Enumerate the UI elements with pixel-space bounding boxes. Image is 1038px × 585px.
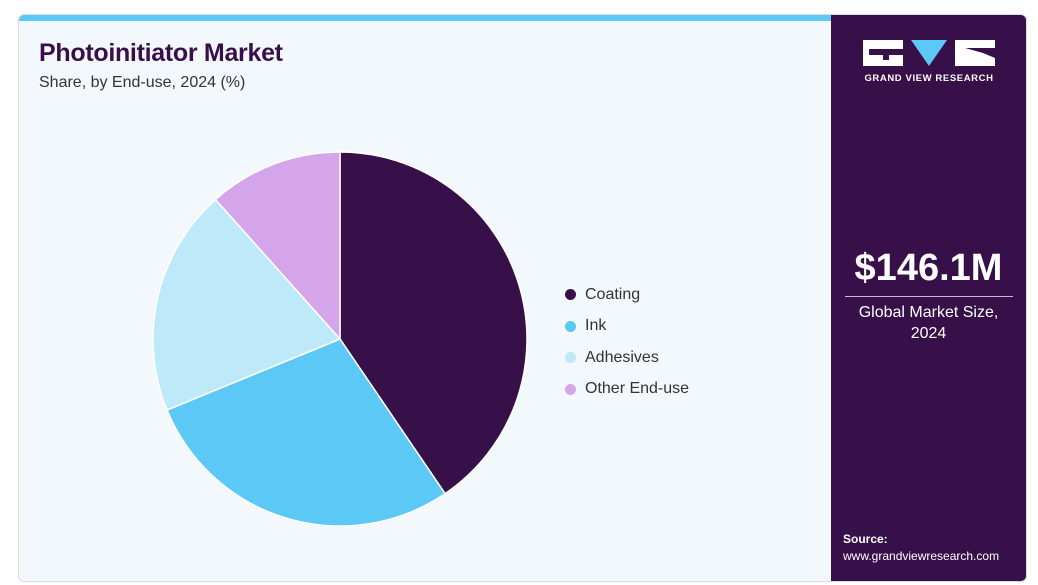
pie-slice-ink — [166, 338, 447, 527]
summary-sidebar: GRAND VIEW RESEARCH $146.1M Global Marke… — [831, 15, 1026, 581]
divider — [845, 296, 1013, 297]
pie-chart — [152, 151, 528, 527]
chart-title: Photoinitiator Market — [39, 39, 283, 67]
legend-label: Other End-use — [585, 380, 690, 398]
chart-legend: Coating Ink Adhesives Other End-use — [565, 279, 689, 405]
accent-bar — [19, 15, 831, 21]
company-logo: GRAND VIEW RESEARCH — [859, 40, 999, 84]
chart-subtitle: Share, by End-use, 2024 (%) — [39, 74, 246, 91]
pie-slice-adhesives — [152, 198, 342, 411]
market-size-value: $146.1M — [854, 247, 1003, 289]
source-label: Source: — [843, 532, 888, 546]
market-size-label: Global Market Size, 2024 — [858, 304, 999, 342]
legend-marker — [565, 320, 576, 332]
source-url: www.grandviewresearch.com — [843, 549, 1000, 563]
pie-slice-coating — [339, 151, 528, 495]
chart-card: Photoinitiator Market Share, by End-use,… — [18, 14, 1027, 582]
legend-label: Coating — [585, 285, 641, 303]
legend-marker — [565, 352, 576, 364]
legend-label: Ink — [585, 317, 607, 335]
legend-item-coating: Coating — [565, 279, 689, 311]
pie-slice-other-end-use — [214, 151, 341, 341]
legend-marker — [565, 289, 576, 301]
legend-label: Adhesives — [585, 348, 659, 366]
legend-marker — [565, 383, 576, 395]
logo-text: GRAND VIEW RESEARCH — [864, 73, 994, 84]
legend-item-other-end-use: Other End-use — [565, 374, 689, 406]
logo-icon — [859, 40, 999, 66]
legend-item-adhesives: Adhesives — [565, 342, 689, 374]
legend-item-ink: Ink — [565, 311, 689, 343]
